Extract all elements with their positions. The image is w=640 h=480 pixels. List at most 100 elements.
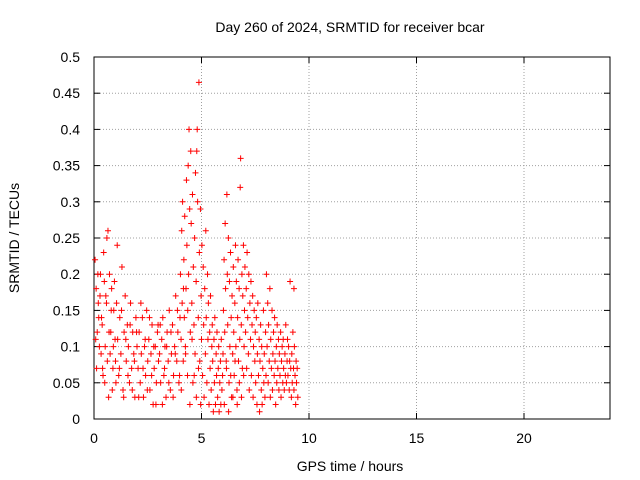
data-point <box>266 285 273 292</box>
data-point <box>95 314 102 321</box>
data-point <box>195 365 202 372</box>
data-point <box>247 336 254 343</box>
data-point <box>109 387 116 394</box>
data-point <box>251 358 258 365</box>
data-point <box>113 300 120 307</box>
data-point <box>132 314 139 321</box>
data-point <box>114 242 121 249</box>
data-point <box>155 358 162 365</box>
data-point <box>131 358 138 365</box>
data-point <box>159 314 166 321</box>
data-point <box>289 329 296 336</box>
data-point <box>284 372 291 379</box>
data-point <box>142 372 149 379</box>
data-point <box>200 321 207 328</box>
data-point <box>276 372 283 379</box>
x-tick-label: 15 <box>409 430 425 446</box>
data-point <box>120 394 127 401</box>
y-tick-label: 0.4 <box>61 121 81 137</box>
data-point <box>144 387 151 394</box>
data-points <box>92 79 301 415</box>
data-point <box>241 263 248 270</box>
data-point <box>100 249 107 256</box>
data-point <box>195 79 202 86</box>
data-point <box>165 379 172 386</box>
data-point <box>181 314 188 321</box>
data-point <box>189 336 196 343</box>
data-point <box>100 372 107 379</box>
data-point <box>165 358 172 365</box>
data-point <box>186 126 193 133</box>
data-point <box>237 155 244 162</box>
data-point <box>201 285 208 292</box>
data-point <box>273 379 280 386</box>
data-point <box>110 343 117 350</box>
data-point <box>272 358 279 365</box>
data-point <box>147 350 154 357</box>
x-axis: 0 5 10 15 20 <box>90 57 532 446</box>
data-point <box>261 350 268 357</box>
data-point <box>167 329 174 336</box>
data-point <box>290 285 297 292</box>
data-point <box>185 162 192 169</box>
data-point <box>294 365 301 372</box>
data-point <box>193 394 200 401</box>
data-point <box>265 321 272 328</box>
data-point <box>226 278 233 285</box>
data-point <box>106 271 113 278</box>
data-point <box>265 379 272 386</box>
data-point <box>258 343 265 350</box>
y-axis-label: SRMTID / TECUs <box>6 183 22 293</box>
data-point <box>102 343 109 350</box>
data-point <box>190 263 197 270</box>
data-point <box>170 372 177 379</box>
data-point <box>159 401 166 408</box>
data-point <box>222 220 229 227</box>
data-point <box>284 336 291 343</box>
data-point <box>197 401 204 408</box>
y-tick-label: 0.05 <box>53 375 80 391</box>
data-point <box>197 206 204 213</box>
data-point <box>251 307 258 314</box>
data-point <box>225 235 232 241</box>
data-point <box>192 169 199 176</box>
data-point <box>144 358 151 365</box>
data-point <box>229 394 236 401</box>
data-point <box>224 321 231 328</box>
data-point <box>228 314 235 321</box>
data-point <box>178 336 185 343</box>
data-point <box>135 394 142 401</box>
data-point <box>227 249 234 256</box>
data-point <box>263 372 269 379</box>
data-point <box>101 278 108 285</box>
data-point <box>175 379 182 386</box>
data-point <box>245 350 252 357</box>
data-point <box>244 314 251 321</box>
data-point <box>203 314 210 321</box>
data-point <box>163 343 170 350</box>
data-point <box>214 394 221 401</box>
data-point <box>158 336 165 343</box>
data-point <box>194 198 201 205</box>
data-point <box>96 343 103 350</box>
data-point <box>253 314 260 321</box>
data-point <box>293 379 300 386</box>
data-point <box>92 256 99 263</box>
y-tick-label: 0 <box>72 411 80 427</box>
data-point <box>99 321 106 328</box>
data-point <box>149 321 156 328</box>
data-point <box>238 394 245 401</box>
y-tick-label: 0.45 <box>53 85 80 101</box>
data-point <box>244 249 251 256</box>
data-point <box>204 336 211 343</box>
data-point <box>293 358 300 365</box>
data-point <box>126 379 133 386</box>
data-point <box>238 321 245 328</box>
data-point <box>137 379 144 386</box>
data-point <box>281 350 288 357</box>
data-point <box>209 358 216 365</box>
data-point <box>211 379 218 386</box>
data-point <box>254 300 261 307</box>
data-point <box>94 271 101 278</box>
data-point <box>184 372 191 379</box>
